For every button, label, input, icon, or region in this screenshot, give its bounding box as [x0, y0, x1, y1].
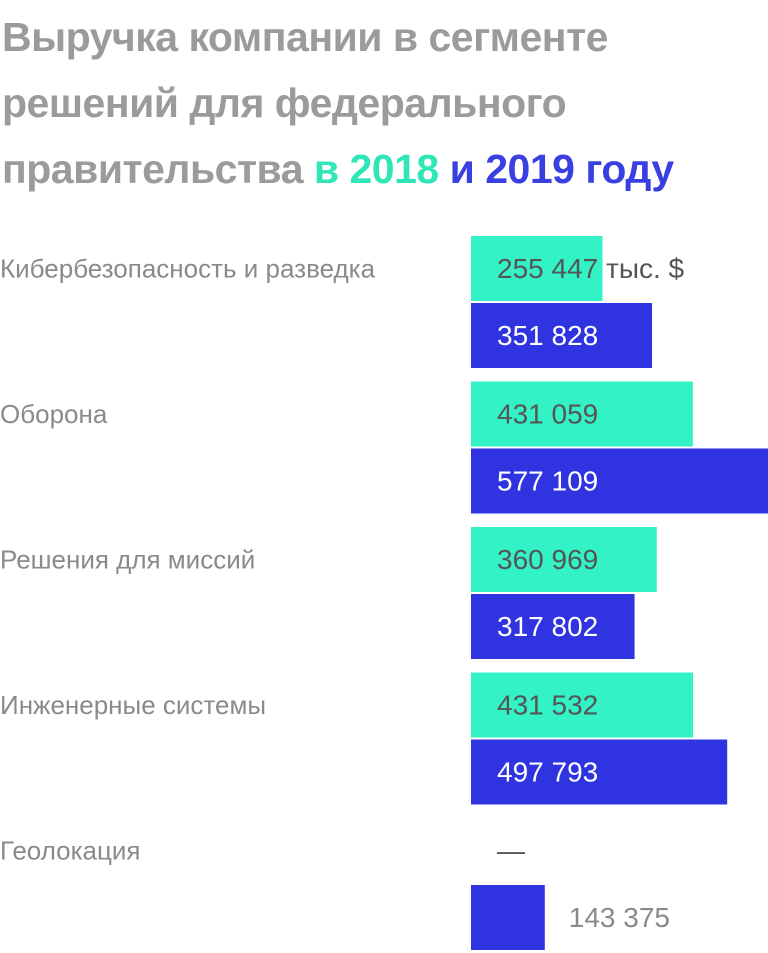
category-label: Инженерные системы	[0, 690, 266, 720]
bar	[471, 381, 693, 447]
bar	[471, 448, 768, 514]
value-label: 255 447 тыс. $	[497, 253, 685, 284]
value-label: 431 059	[497, 398, 598, 429]
value-label: 143 375	[569, 902, 670, 933]
value-label: 577 109	[497, 465, 598, 496]
category-label: Кибербезопасность и разведка	[0, 253, 376, 283]
bar	[471, 885, 545, 950]
bar	[471, 527, 657, 592]
chart-title: Выручка компании в сегменте решений для …	[2, 4, 766, 202]
value-label: 360 969	[497, 544, 598, 575]
bar	[471, 594, 635, 659]
category-label: Оборона	[0, 399, 108, 429]
value-label: 317 802	[497, 611, 598, 642]
value-label: —	[497, 835, 525, 866]
bar	[471, 236, 603, 301]
title-segment: и 2019 году	[449, 146, 675, 192]
title-segment: Выручка компании в сегменте решений для …	[2, 14, 608, 192]
value-label: 497 793	[497, 756, 598, 787]
category-label: Решения для миссий	[0, 544, 255, 574]
title-segment: в 2018	[313, 146, 439, 192]
bar	[471, 739, 728, 805]
value-label: 351 828	[497, 320, 598, 351]
bar	[471, 672, 694, 738]
category-label: Геолокация	[0, 835, 141, 865]
value-label: 431 532	[497, 689, 598, 720]
bar	[471, 303, 653, 368]
